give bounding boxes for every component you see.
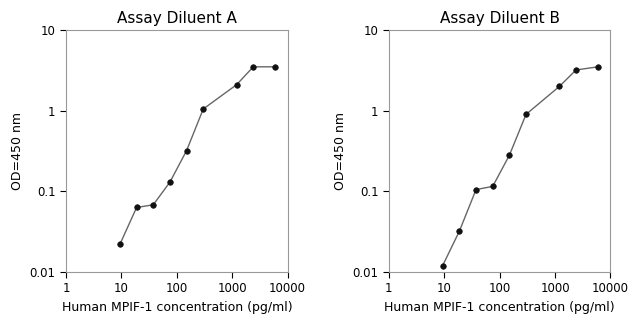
Y-axis label: OD=450 nm: OD=450 nm: [334, 112, 347, 190]
X-axis label: Human MPIF-1 concentration (pg/ml): Human MPIF-1 concentration (pg/ml): [61, 301, 292, 314]
X-axis label: Human MPIF-1 concentration (pg/ml): Human MPIF-1 concentration (pg/ml): [384, 301, 615, 314]
Y-axis label: OD=450 nm: OD=450 nm: [11, 112, 24, 190]
Title: Assay Diluent A: Assay Diluent A: [117, 11, 237, 26]
Title: Assay Diluent B: Assay Diluent B: [440, 11, 559, 26]
